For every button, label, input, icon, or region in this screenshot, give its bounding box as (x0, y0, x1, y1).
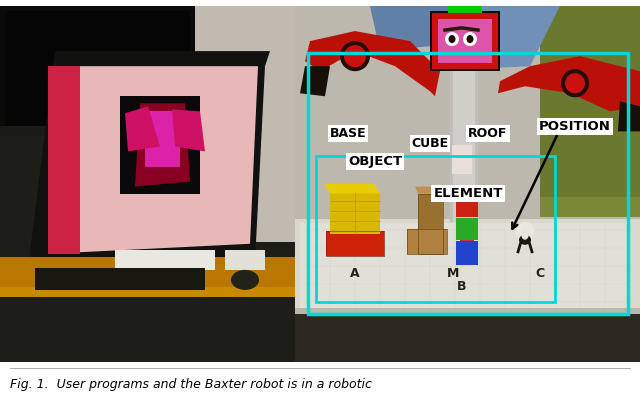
Polygon shape (415, 187, 443, 193)
Text: OBJECT: OBJECT (348, 155, 402, 168)
Polygon shape (172, 109, 205, 152)
Bar (540, 197, 640, 217)
Text: M: M (447, 267, 459, 280)
Bar (326, 231, 384, 256)
Bar (407, 229, 447, 254)
Polygon shape (30, 51, 270, 277)
Ellipse shape (340, 41, 370, 71)
Bar (418, 193, 443, 254)
Bar (438, 19, 492, 63)
Bar (105, 6, 380, 242)
Text: A: A (350, 267, 360, 280)
Bar (300, 223, 630, 308)
Ellipse shape (467, 35, 474, 43)
Bar (452, 145, 472, 174)
Text: ELEMENT: ELEMENT (433, 187, 502, 200)
Polygon shape (618, 101, 640, 131)
Bar (450, 36, 478, 222)
Ellipse shape (561, 69, 589, 97)
Polygon shape (115, 250, 215, 270)
Ellipse shape (519, 235, 531, 245)
Bar (453, 36, 475, 222)
Bar (418, 193, 443, 254)
Bar (295, 219, 640, 314)
Polygon shape (430, 6, 560, 71)
Bar (0, 257, 295, 292)
Ellipse shape (231, 270, 259, 290)
Bar (0, 287, 295, 297)
Bar (326, 231, 384, 256)
Bar (0, 6, 295, 362)
Polygon shape (305, 31, 440, 96)
Polygon shape (225, 250, 265, 270)
Polygon shape (48, 66, 258, 254)
Bar (448, 6, 482, 13)
Polygon shape (324, 183, 380, 193)
Bar (540, 6, 640, 217)
Bar (330, 191, 380, 234)
Bar (456, 241, 478, 265)
Bar (35, 268, 205, 290)
Bar (432, 13, 498, 69)
Ellipse shape (445, 32, 459, 46)
Polygon shape (300, 66, 330, 96)
Bar (407, 229, 447, 254)
Bar (460, 240, 474, 252)
Ellipse shape (516, 222, 534, 242)
Polygon shape (125, 106, 160, 152)
Bar (0, 127, 195, 137)
Text: ROOF: ROOF (468, 127, 508, 140)
Bar (456, 218, 478, 240)
Ellipse shape (463, 32, 477, 46)
Ellipse shape (449, 35, 456, 43)
Polygon shape (120, 96, 200, 193)
Ellipse shape (521, 228, 529, 240)
Text: CUBE: CUBE (412, 137, 449, 150)
Polygon shape (48, 66, 80, 254)
Text: POSITION: POSITION (539, 120, 611, 133)
Bar (145, 111, 180, 166)
Bar (5, 11, 190, 127)
Bar (500, 6, 640, 242)
Text: Fig. 1.  User programs and the Baxter robot is in a robotic: Fig. 1. User programs and the Baxter rob… (10, 378, 372, 390)
Bar (295, 6, 500, 242)
Text: B: B (457, 281, 467, 293)
Text: C: C (536, 267, 545, 280)
Ellipse shape (344, 45, 366, 67)
Ellipse shape (565, 73, 585, 93)
Polygon shape (135, 103, 190, 187)
Polygon shape (498, 56, 640, 111)
Bar (0, 6, 195, 131)
Bar (456, 195, 478, 217)
Text: BASE: BASE (330, 127, 366, 140)
Bar (430, 11, 500, 71)
Polygon shape (370, 6, 510, 51)
Bar (295, 308, 640, 314)
